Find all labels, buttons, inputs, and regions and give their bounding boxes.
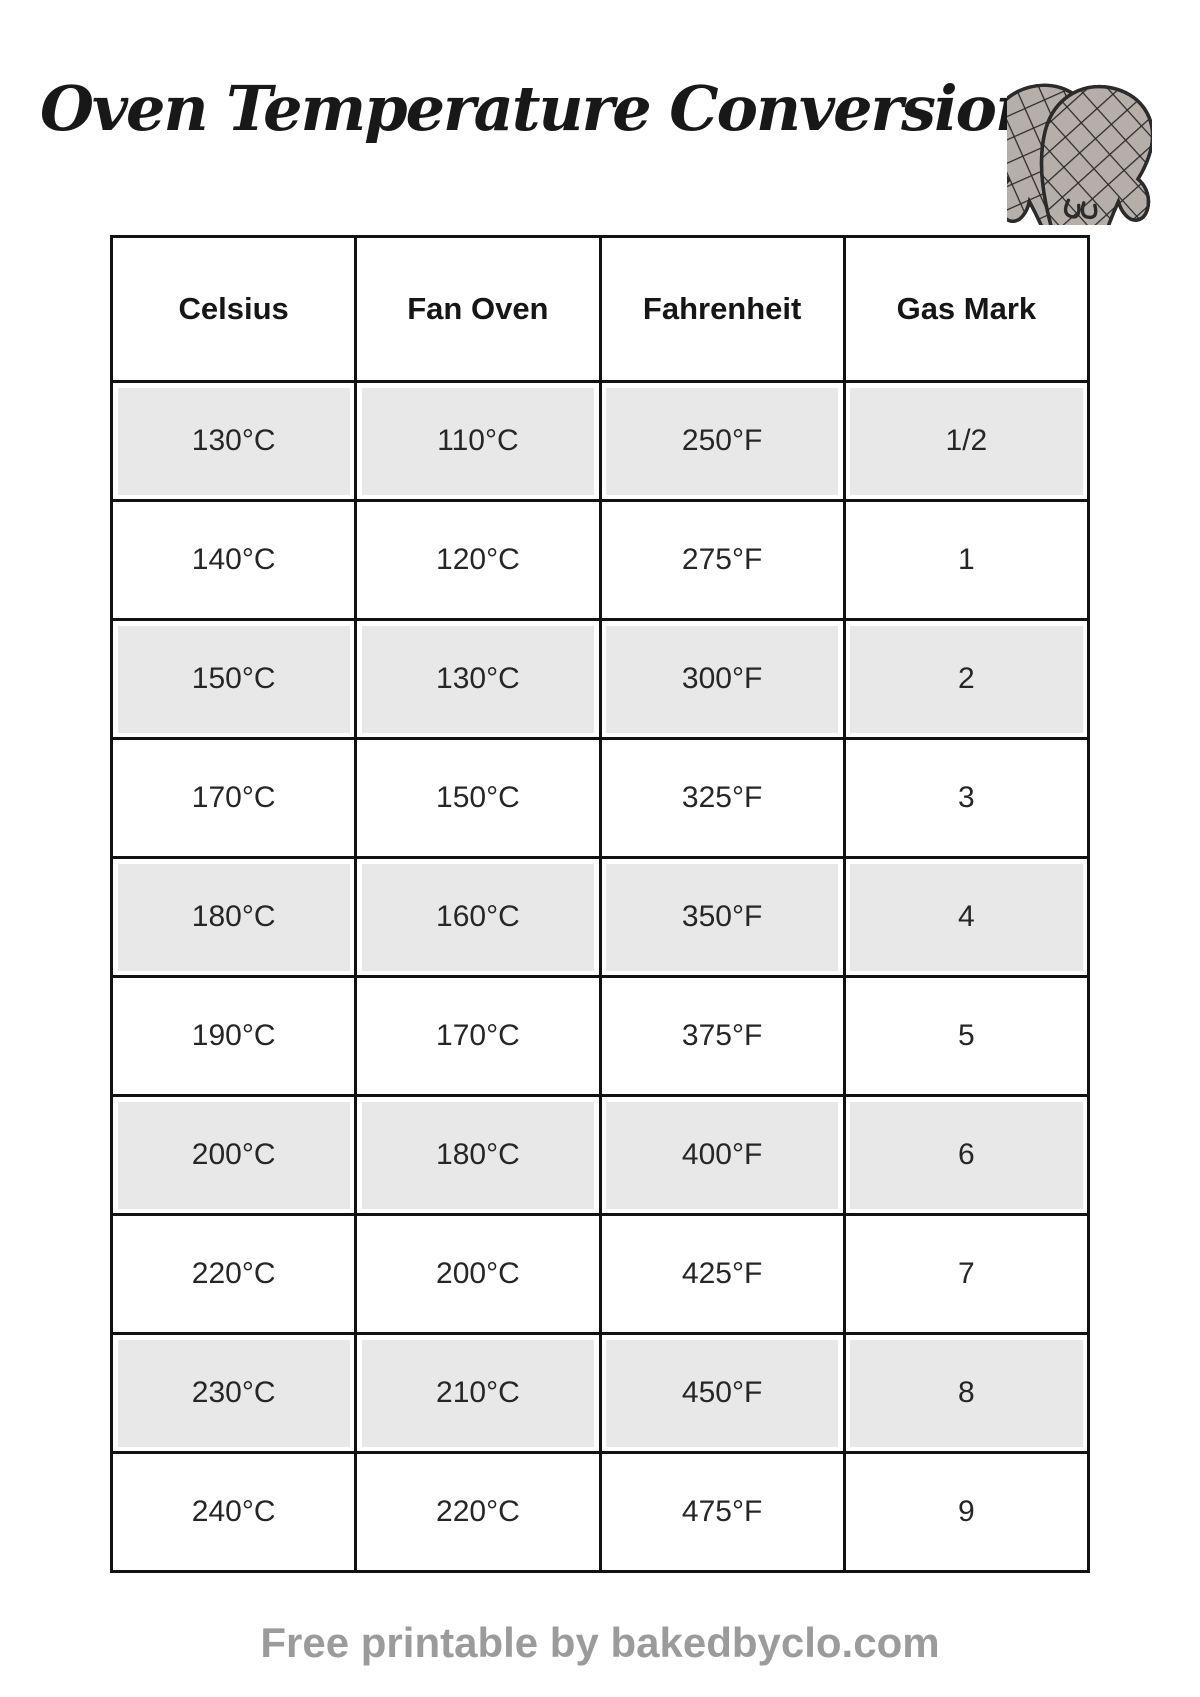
column-header-celsius: Celsius	[109, 235, 358, 383]
table-cell: 220°C	[109, 1213, 358, 1335]
column-header-gas-mark: Gas Mark	[842, 235, 1091, 383]
table-cell: 230°C	[109, 1332, 358, 1454]
table-cell: 350°F	[598, 856, 846, 978]
table-cell: 170°C	[354, 975, 602, 1097]
table-cell: 3	[842, 737, 1091, 859]
header-row: Celsius Fan Oven Fahrenheit Gas Mark	[109, 235, 1091, 383]
table-cell: 150°C	[354, 737, 602, 859]
table-row: 230°C 210°C 450°F 8	[109, 1332, 1091, 1454]
table-cell: 425°F	[598, 1213, 846, 1335]
table-cell: 210°C	[354, 1332, 602, 1454]
table-cell: 7	[842, 1213, 1091, 1335]
table-cell: 180°C	[109, 856, 358, 978]
table-cell: 300°F	[598, 618, 846, 740]
table-cell: 8	[842, 1332, 1091, 1454]
temperature-conversion-table: Celsius Fan Oven Fahrenheit Gas Mark 130…	[109, 235, 1091, 1573]
table-row: 170°C 150°C 325°F 3	[109, 737, 1091, 859]
table-row: 190°C 170°C 375°F 5	[109, 975, 1091, 1097]
table-cell: 6	[842, 1094, 1091, 1216]
table-cell: 200°C	[109, 1094, 358, 1216]
table-cell: 240°C	[109, 1451, 358, 1573]
table-cell: 220°C	[354, 1451, 602, 1573]
table-cell: 275°F	[598, 499, 846, 621]
table-cell: 325°F	[598, 737, 846, 859]
table-cell: 450°F	[598, 1332, 846, 1454]
conversion-table-body: 130°C 110°C 250°F 1/2 140°C 120°C 275°F 1 150°C 1…	[109, 380, 1091, 1573]
footer-credit: Free printable by bakedbyclo.com	[260, 1619, 940, 1666]
table-row: 240°C 220°C 475°F 9	[109, 1451, 1091, 1573]
oven-mitts-icon	[1007, 80, 1152, 225]
table-cell: 130°C	[109, 380, 358, 502]
table-cell: 250°F	[598, 380, 846, 502]
table-cell: 475°F	[598, 1451, 846, 1573]
table-cell: 130°C	[354, 618, 602, 740]
table-row: 140°C 120°C 275°F 1	[109, 499, 1091, 621]
table-cell: 4	[842, 856, 1091, 978]
table-header: Celsius Fan Oven Fahrenheit Gas Mark	[109, 235, 1091, 383]
page-title: Oven Temperature Conversion	[40, 72, 1040, 145]
table-cell: 150°C	[109, 618, 358, 740]
column-header-fan-oven: Fan Oven	[354, 235, 602, 383]
table-cell: 375°F	[598, 975, 846, 1097]
table-cell: 110°C	[354, 380, 602, 502]
table-cell: 120°C	[354, 499, 602, 621]
table-cell: 160°C	[354, 856, 602, 978]
table-cell: 2	[842, 618, 1091, 740]
table-row: 200°C 180°C 400°F 6	[109, 1094, 1091, 1216]
page-header: Oven Temperature Conversion	[0, 0, 1200, 235]
column-header-fahrenheit: Fahrenheit	[598, 235, 846, 383]
table-cell: 140°C	[109, 499, 358, 621]
table-cell: 190°C	[109, 975, 358, 1097]
table-cell: 5	[842, 975, 1091, 1097]
table-row: 150°C 130°C 300°F 2	[109, 618, 1091, 740]
table-row: 220°C 200°C 425°F 7	[109, 1213, 1091, 1335]
table-cell: 170°C	[109, 737, 358, 859]
table-cell: 1	[842, 499, 1091, 621]
table-row: 180°C 160°C 350°F 4	[109, 856, 1091, 978]
table-cell: 200°C	[354, 1213, 602, 1335]
table-cell: 180°C	[354, 1094, 602, 1216]
table-row: 130°C 110°C 250°F 1/2	[109, 380, 1091, 502]
table-cell: 1/2	[842, 380, 1091, 502]
table-cell: 9	[842, 1451, 1091, 1573]
table-cell: 400°F	[598, 1094, 846, 1216]
